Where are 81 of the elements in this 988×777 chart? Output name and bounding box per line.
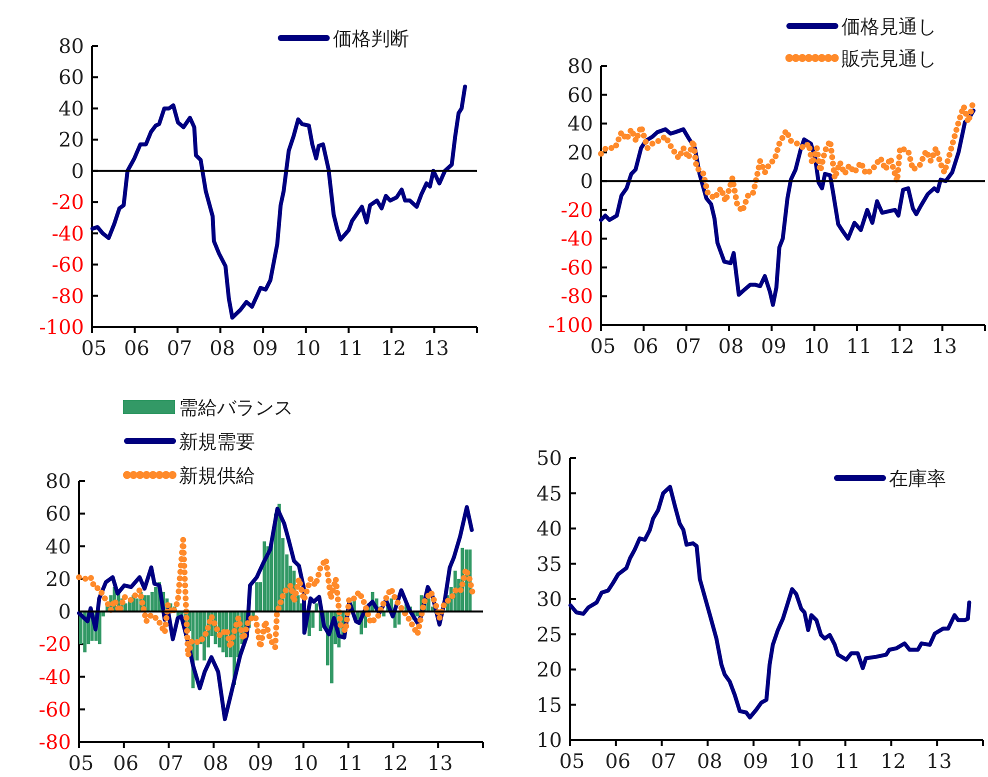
- y-tick-label: -20: [560, 198, 593, 222]
- x-tick-label: 10: [788, 749, 814, 773]
- x-tick-label: 08: [696, 749, 722, 773]
- y-tick-label: 10: [536, 728, 562, 752]
- x-tick-label: 11: [338, 751, 364, 775]
- x-tick-label: 10: [295, 336, 321, 360]
- x-tick-label: 13: [932, 334, 958, 358]
- x-tick-label: 07: [166, 336, 192, 360]
- y-tick-label: 80: [568, 54, 593, 78]
- y-tick-label: -20: [38, 632, 71, 656]
- y-tick-label: -60: [38, 697, 71, 722]
- x-tick-label: 05: [68, 751, 94, 775]
- y-tick-label: 60: [568, 82, 593, 107]
- y-tick-label: -80: [52, 284, 84, 308]
- x-tick-label: 10: [292, 751, 318, 775]
- y-tick-label: 45: [536, 481, 562, 506]
- x-tick-label: 06: [113, 751, 139, 775]
- x-tick-label: 05: [590, 334, 616, 358]
- legend-label: 在庫率: [889, 468, 946, 490]
- y-tick-label: 50: [536, 446, 562, 470]
- y-tick-label: -20: [52, 190, 84, 214]
- legend-label: 価格判断: [332, 28, 409, 50]
- y-tick-label: 40: [568, 112, 593, 136]
- y-tick-label: 40: [46, 534, 71, 558]
- x-tick-label: 06: [124, 336, 150, 360]
- y-tick-label: 80: [46, 469, 71, 493]
- y-tick-label: 15: [536, 692, 562, 717]
- x-tick-label: 08: [718, 334, 744, 358]
- y-tick-label: 0: [71, 158, 84, 183]
- y-tick-label: 30: [536, 587, 562, 611]
- x-tick-label: 08: [202, 751, 228, 775]
- y-tick-label: 25: [536, 622, 562, 646]
- legend-label: 価格見通し: [841, 16, 936, 38]
- legend-label: 新規需要: [179, 431, 255, 453]
- y-tick-label: 60: [46, 502, 71, 526]
- y-tick-label: 0: [58, 600, 71, 624]
- y-tick-label: -80: [38, 730, 71, 754]
- y-tick-label: -40: [52, 221, 84, 246]
- x-tick-label: 09: [252, 336, 278, 360]
- y-tick-label: -40: [38, 664, 71, 689]
- y-tick-label: -60: [560, 255, 593, 280]
- x-tick-label: 06: [632, 334, 658, 358]
- y-tick-label: 40: [536, 516, 562, 540]
- x-tick-label: 13: [423, 336, 449, 360]
- x-tick-label: 08: [210, 336, 236, 360]
- y-tick-label: 20: [568, 140, 593, 164]
- y-tick-label: -60: [52, 252, 84, 277]
- y-tick-label: -40: [560, 226, 593, 251]
- x-tick-label: 05: [81, 336, 107, 360]
- y-tick-label: 20: [58, 128, 84, 152]
- x-tick-label: 07: [651, 749, 677, 773]
- y-tick-label: 20: [536, 658, 562, 682]
- legend-label: 販売見通し: [841, 48, 936, 70]
- x-tick-label: 11: [846, 334, 872, 358]
- x-tick-label: 09: [248, 751, 274, 775]
- x-tick-label: 05: [559, 749, 585, 773]
- x-tick-label: 13: [427, 751, 453, 775]
- x-tick-label: 12: [888, 334, 914, 358]
- y-tick-label: 60: [58, 65, 84, 90]
- x-tick-label: 12: [380, 336, 406, 360]
- y-tick-label: 35: [536, 552, 562, 576]
- legend-label: 需給バランス: [179, 397, 293, 419]
- x-tick-label: 12: [880, 749, 906, 773]
- y-tick-label: 20: [46, 566, 71, 591]
- y-tick-label: 80: [58, 34, 84, 58]
- y-tick-label: 0: [580, 169, 593, 194]
- x-tick-label: 12: [382, 751, 408, 775]
- x-tick-label: 11: [338, 336, 364, 360]
- x-tick-label: 07: [158, 751, 184, 775]
- y-tick-label: -100: [39, 315, 84, 339]
- x-tick-label: 13: [926, 749, 952, 773]
- legend-label: 新規供給: [179, 465, 255, 487]
- x-tick-label: 09: [760, 334, 786, 358]
- x-tick-label: 07: [676, 334, 702, 358]
- y-tick-label: -80: [560, 284, 593, 308]
- x-tick-label: 09: [742, 749, 768, 773]
- x-tick-label: 11: [834, 749, 860, 773]
- y-tick-label: -100: [548, 313, 593, 337]
- y-tick-label: 40: [58, 96, 84, 120]
- x-tick-label: 06: [605, 749, 631, 773]
- x-tick-label: 10: [804, 334, 830, 358]
